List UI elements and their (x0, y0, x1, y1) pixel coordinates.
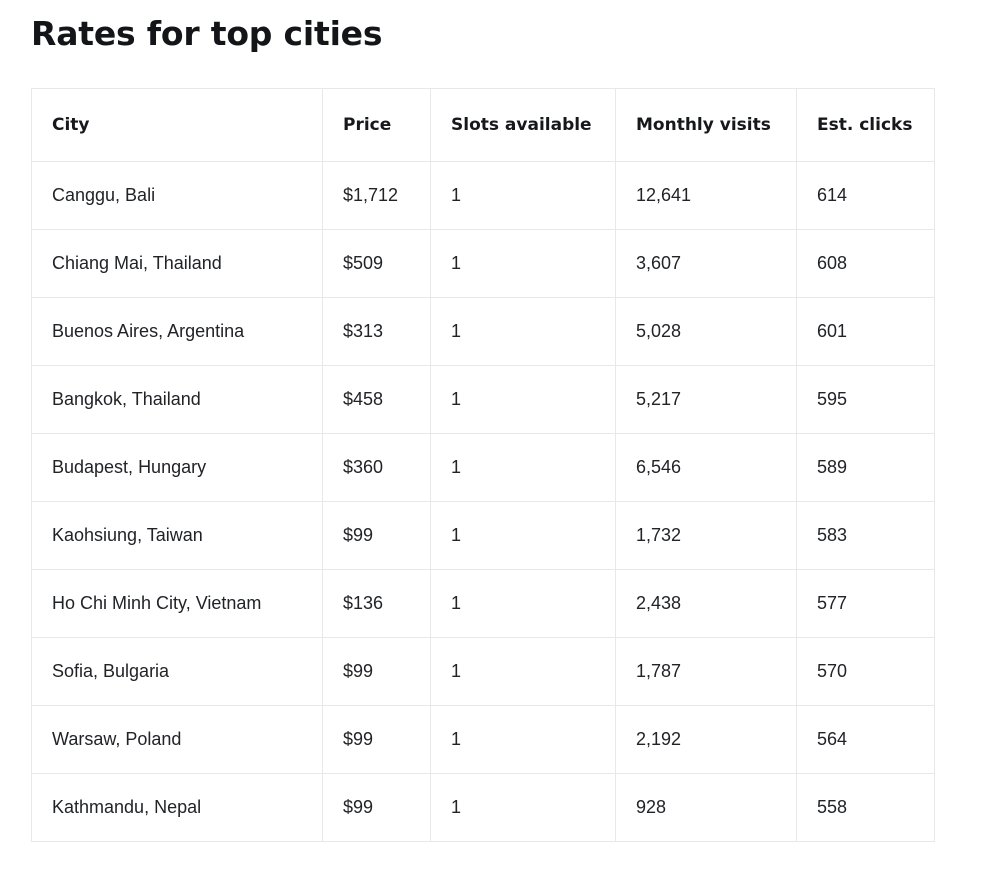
column-header-visits: Monthly visits (615, 88, 797, 162)
table-cell-visits: 1,787 (615, 637, 797, 706)
table-cell-city: Warsaw, Poland (31, 705, 323, 774)
column-header-city: City (31, 88, 323, 162)
table-cell-city: Chiang Mai, Thailand (31, 229, 323, 298)
table-cell-clicks: 583 (796, 501, 935, 570)
table-cell-visits: 5,028 (615, 297, 797, 366)
table-cell-slots: 1 (430, 569, 616, 638)
table-cell-city: Canggu, Bali (31, 161, 323, 230)
table-cell-city: Kaohsiung, Taiwan (31, 501, 323, 570)
table-cell-price: $136 (322, 569, 431, 638)
column-header-slots: Slots available (430, 88, 616, 162)
table-cell-slots: 1 (430, 637, 616, 706)
table-row: Kaohsiung, Taiwan $99 1 1,732 583 (31, 501, 935, 570)
table-cell-clicks: 570 (796, 637, 935, 706)
table-row: Canggu, Bali $1,712 1 12,641 614 (31, 161, 935, 230)
table-cell-clicks: 601 (796, 297, 935, 366)
table-row: Chiang Mai, Thailand $509 1 3,607 608 (31, 229, 935, 298)
table-cell-slots: 1 (430, 297, 616, 366)
table-cell-visits: 1,732 (615, 501, 797, 570)
table-cell-clicks: 595 (796, 365, 935, 434)
table-cell-city: Ho Chi Minh City, Vietnam (31, 569, 323, 638)
table-cell-slots: 1 (430, 161, 616, 230)
table-cell-visits: 2,438 (615, 569, 797, 638)
table-cell-price: $99 (322, 705, 431, 774)
table-cell-slots: 1 (430, 705, 616, 774)
table-cell-price: $313 (322, 297, 431, 366)
table-cell-city: Bangkok, Thailand (31, 365, 323, 434)
table-row: Sofia, Bulgaria $99 1 1,787 570 (31, 637, 935, 706)
table-cell-city: Buenos Aires, Argentina (31, 297, 323, 366)
page: { "page": { "title": "Rates for top citi… (0, 13, 1000, 884)
table-cell-visits: 5,217 (615, 365, 797, 434)
page-title: Rates for top cities (31, 14, 383, 53)
column-header-clicks: Est. clicks (796, 88, 935, 162)
table-row: Warsaw, Poland $99 1 2,192 564 (31, 705, 935, 774)
table-cell-visits: 12,641 (615, 161, 797, 230)
table-cell-clicks: 608 (796, 229, 935, 298)
table-row: Bangkok, Thailand $458 1 5,217 595 (31, 365, 935, 434)
column-header-price: Price (322, 88, 431, 162)
table-cell-clicks: 558 (796, 773, 935, 842)
table-cell-slots: 1 (430, 773, 616, 842)
table-cell-slots: 1 (430, 501, 616, 570)
table-cell-city: Budapest, Hungary (31, 433, 323, 502)
table-cell-price: $99 (322, 501, 431, 570)
table-header-row: City Price Slots available Monthly visit… (31, 88, 935, 162)
table-body: Canggu, Bali $1,712 1 12,641 614 Chiang Mai, … (31, 161, 935, 842)
table-cell-visits: 928 (615, 773, 797, 842)
table-cell-price: $99 (322, 637, 431, 706)
table-cell-slots: 1 (430, 229, 616, 298)
table-cell-slots: 1 (430, 433, 616, 502)
table-cell-visits: 6,546 (615, 433, 797, 502)
table-cell-price: $509 (322, 229, 431, 298)
table-cell-clicks: 589 (796, 433, 935, 502)
table-cell-price: $1,712 (322, 161, 431, 230)
table-cell-city: Kathmandu, Nepal (31, 773, 323, 842)
table-cell-price: $360 (322, 433, 431, 502)
table-cell-visits: 2,192 (615, 705, 797, 774)
table-cell-clicks: 577 (796, 569, 935, 638)
table-cell-visits: 3,607 (615, 229, 797, 298)
table-cell-clicks: 614 (796, 161, 935, 230)
table-cell-price: $458 (322, 365, 431, 434)
table-row: Buenos Aires, Argentina $313 1 5,028 601 (31, 297, 935, 366)
table-cell-city: Sofia, Bulgaria (31, 637, 323, 706)
table-row: Ho Chi Minh City, Vietnam $136 1 2,438 577 (31, 569, 935, 638)
table-cell-price: $99 (322, 773, 431, 842)
rates-table: City Price Slots available Monthly visit… (31, 88, 935, 842)
table-cell-clicks: 564 (796, 705, 935, 774)
table-cell-slots: 1 (430, 365, 616, 434)
table-row: Kathmandu, Nepal $99 1 928 558 (31, 773, 935, 842)
table-row: Budapest, Hungary $360 1 6,546 589 (31, 433, 935, 502)
